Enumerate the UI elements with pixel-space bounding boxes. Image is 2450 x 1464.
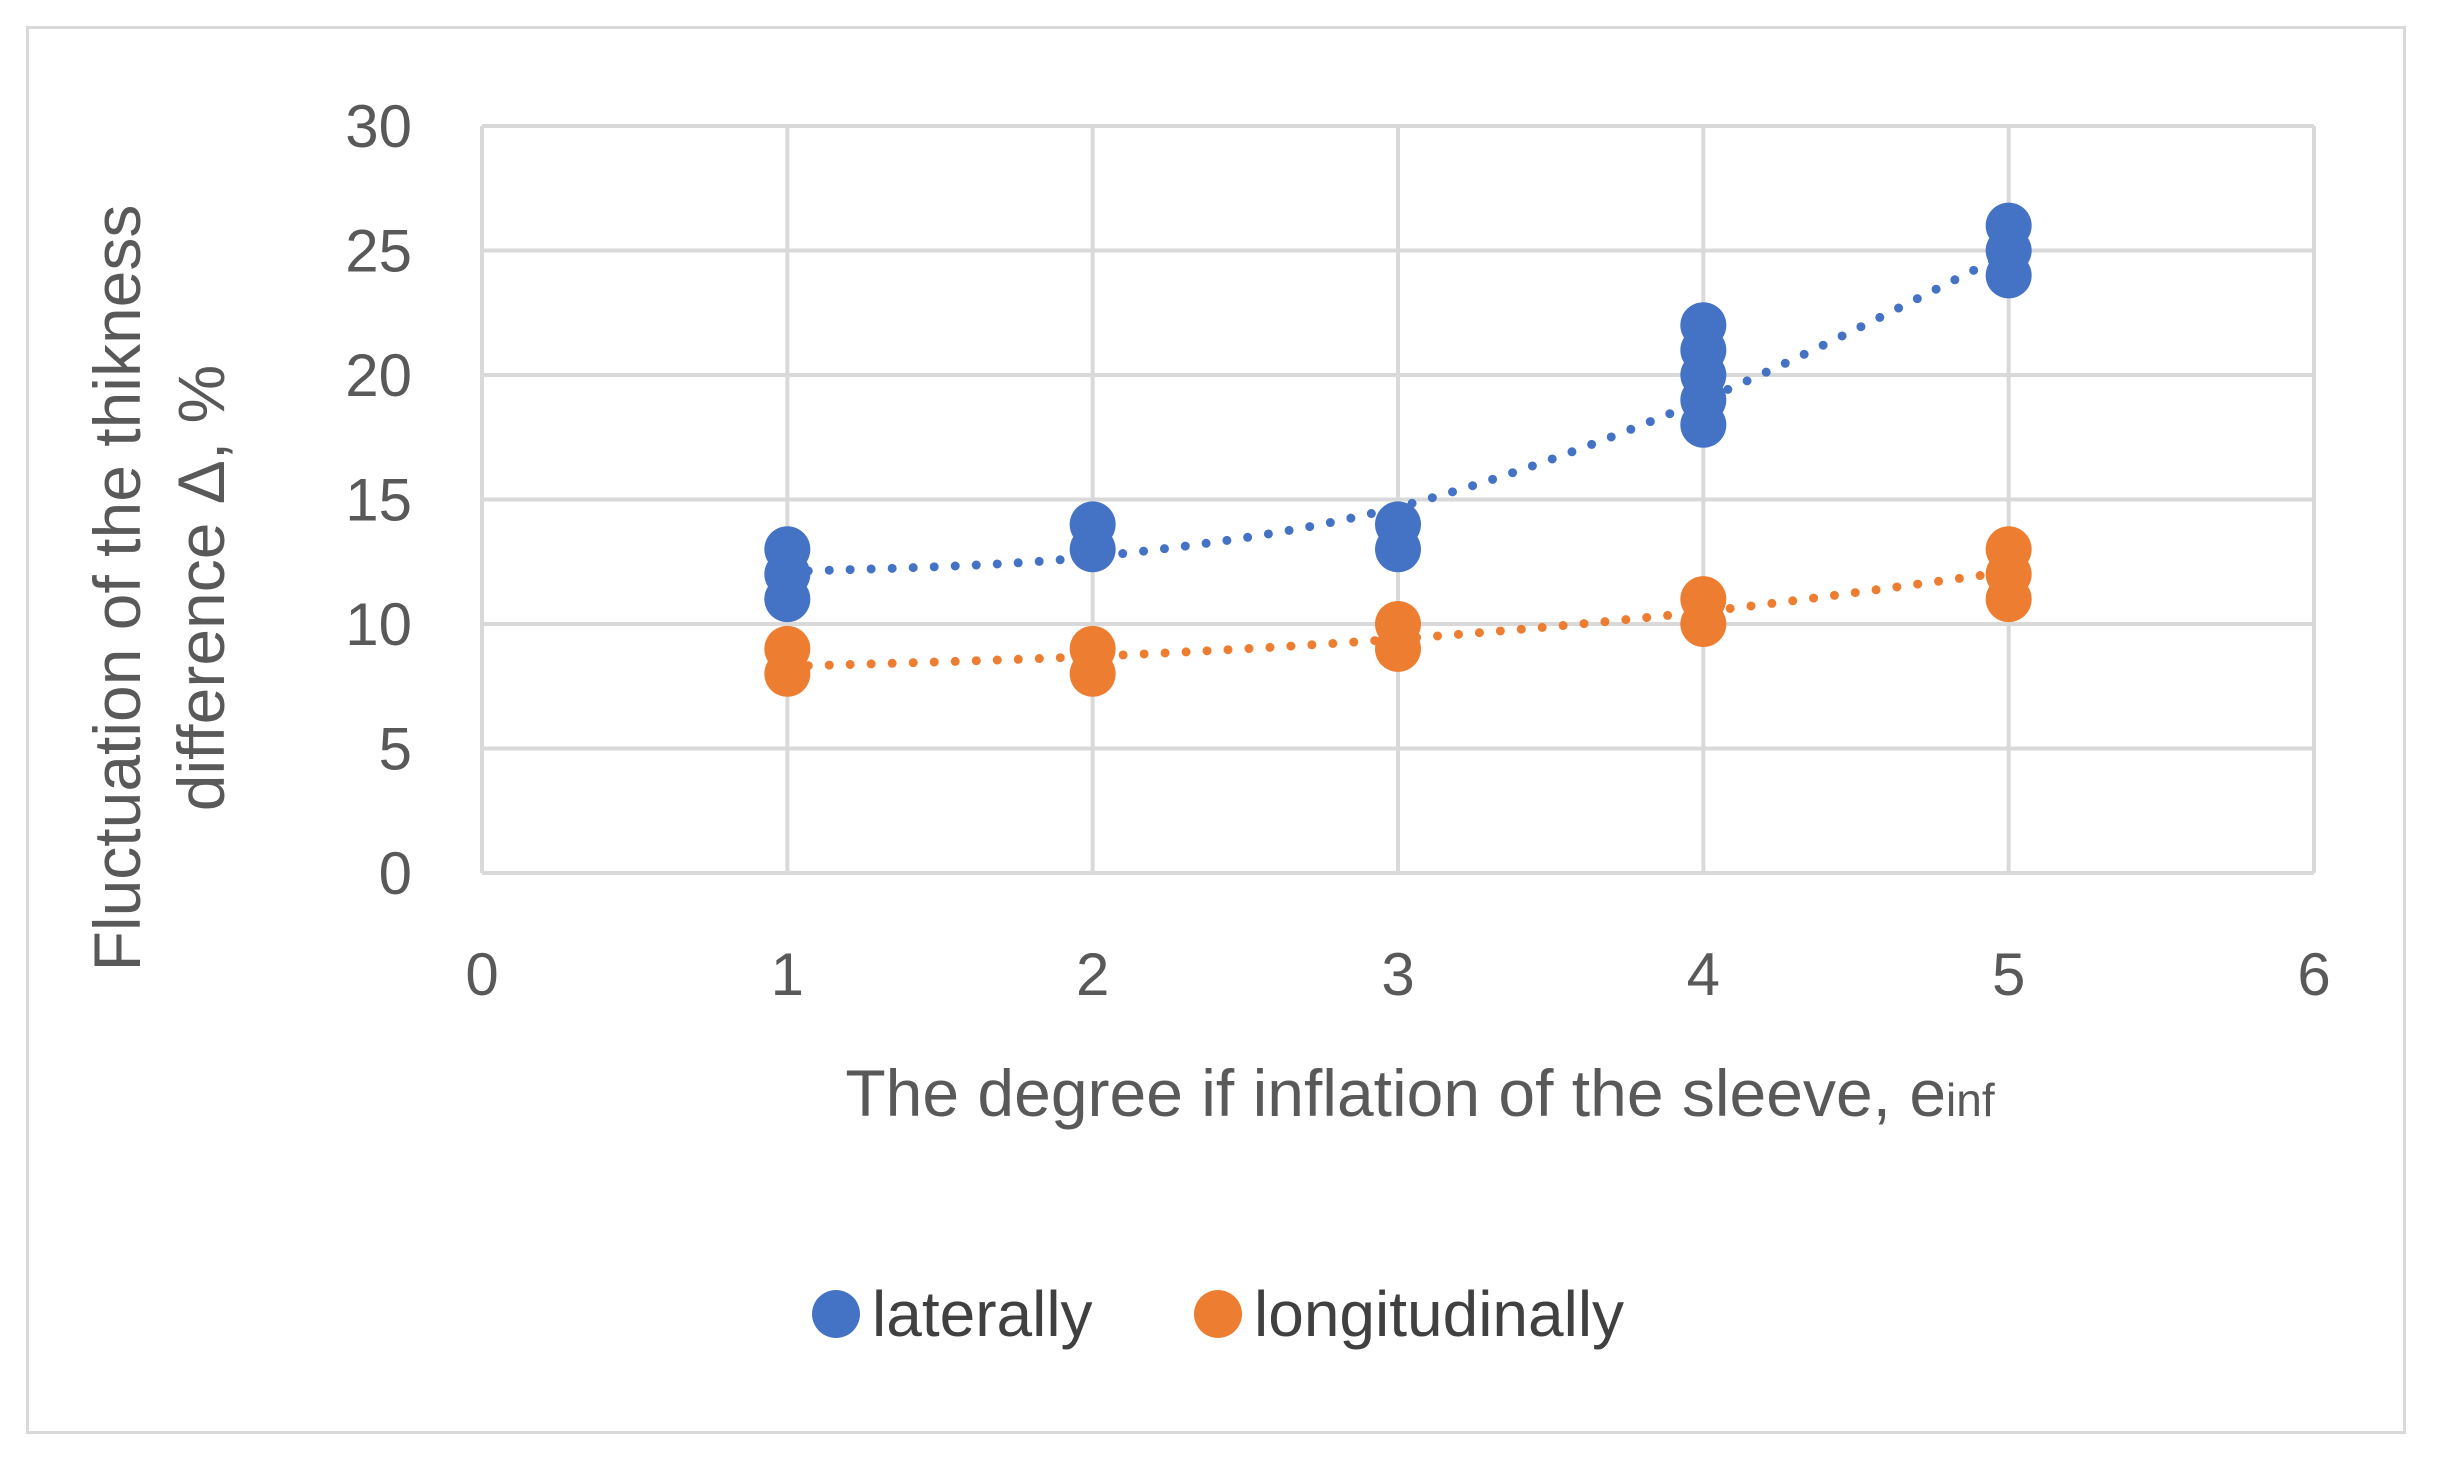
- point-longitudinally: [1680, 576, 1727, 623]
- point-laterally: [1680, 302, 1727, 349]
- point-laterally: [1985, 202, 2032, 249]
- x-tick-label: 5: [1992, 941, 2025, 1008]
- x-axis-title-main: The degree if inflation of the sleeve, e: [845, 1056, 1946, 1130]
- x-axis-title-subscript: inf: [1946, 1074, 1995, 1126]
- data-points: [764, 202, 2032, 697]
- x-tick-label: 2: [1076, 941, 1109, 1008]
- point-laterally: [764, 526, 811, 573]
- legend-marker-longitudinally: [1194, 1290, 1242, 1338]
- legend-label-longitudinally: longitudinally: [1254, 1278, 1624, 1350]
- y-tick-label: 15: [345, 467, 412, 534]
- x-tick-label: 6: [2297, 941, 2330, 1008]
- x-axis-title: The degree if inflation of the sleeve, e…: [845, 1056, 1995, 1130]
- y-tick-label: 5: [379, 716, 412, 783]
- point-laterally: [1375, 501, 1421, 548]
- x-tick-label: 3: [1381, 941, 1414, 1008]
- y-tick-label: 20: [345, 342, 412, 409]
- x-tick-labels: 0 1 2 3 4 5 6: [465, 941, 2330, 1008]
- legend-label-laterally: laterally: [872, 1278, 1093, 1350]
- y-tick-label: 0: [379, 840, 412, 907]
- y-axis-title-line1: Fluctuation of the thikness: [80, 205, 154, 972]
- point-laterally: [1069, 501, 1116, 548]
- x-tick-label: 1: [771, 941, 804, 1008]
- gridlines: [480, 124, 2316, 875]
- x-tick-label: 4: [1687, 941, 1720, 1008]
- point-longitudinally: [764, 625, 811, 672]
- point-longitudinally: [1375, 601, 1421, 647]
- legend-marker-laterally: [812, 1290, 860, 1338]
- y-tick-label: 10: [345, 591, 412, 658]
- y-tick-label: 30: [345, 93, 412, 160]
- y-tick-labels: 0 5 10 15 20 25 30: [345, 93, 412, 907]
- point-longitudinally: [1069, 625, 1116, 672]
- x-tick-label: 0: [465, 941, 498, 1008]
- legend: laterally longitudinally: [812, 1278, 1624, 1350]
- trendline-laterally: [782, 248, 2014, 577]
- y-tick-label: 25: [345, 218, 412, 285]
- point-longitudinally: [1985, 526, 2032, 573]
- y-axis-title-line2: difference Δ, %: [164, 365, 238, 811]
